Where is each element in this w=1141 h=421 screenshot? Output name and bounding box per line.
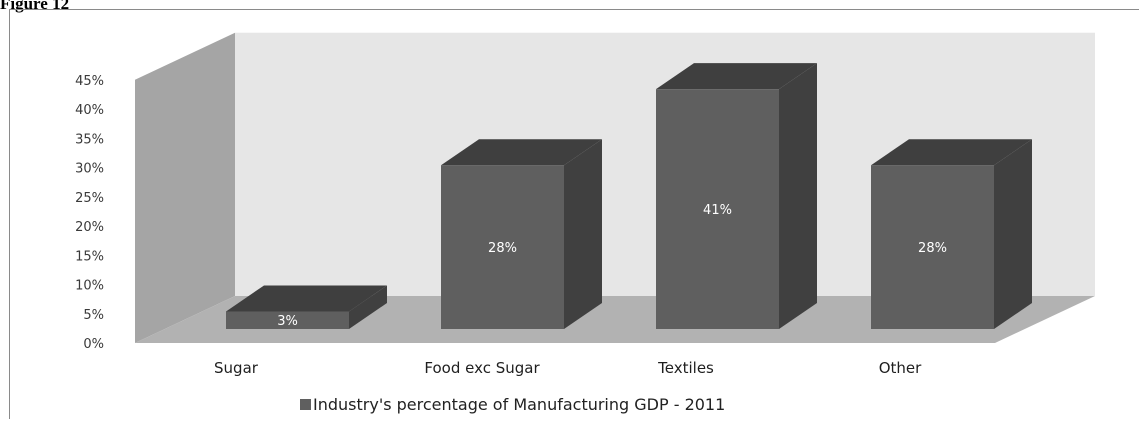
x-axis: Sugar Food exc Sugar Textiles Other: [214, 359, 922, 377]
bar-side: [349, 285, 387, 329]
x-tick-label: Food exc Sugar: [424, 359, 540, 377]
bar: 3%: [226, 285, 387, 329]
bar-front: [871, 165, 994, 329]
legend: Industry's percentage of Manufacturing G…: [300, 395, 725, 414]
x-tick-label: Other: [879, 359, 922, 377]
y-axis: 0% 5% 10% 15% 20% 25% 30% 35% 40% 45%: [75, 74, 104, 352]
y-tick-label: 5%: [83, 308, 104, 323]
bar: 41%: [656, 63, 817, 330]
legend-label: Industry's percentage of Manufacturing G…: [313, 395, 725, 414]
side-wall: [135, 32, 235, 343]
data-label: 28%: [488, 241, 517, 256]
bar-top: [656, 63, 817, 90]
y-tick-label: 10%: [75, 279, 104, 294]
bar-side: [779, 63, 817, 330]
chart-frame: [9, 9, 1139, 419]
y-tick-label: 35%: [75, 132, 104, 147]
bar-front: [441, 165, 564, 329]
data-label: 28%: [918, 241, 947, 256]
bar-side: [994, 139, 1032, 329]
bar: 28%: [441, 139, 602, 329]
y-tick-label: 0%: [83, 337, 104, 352]
bar-front: [656, 89, 779, 330]
bar-top: [871, 139, 1032, 166]
x-tick-label: Textiles: [657, 359, 714, 377]
bar-top: [441, 139, 602, 166]
legend-swatch: [300, 399, 311, 410]
y-tick-label: 40%: [75, 103, 104, 118]
data-label: 3%: [277, 314, 298, 329]
bar-side: [564, 139, 602, 329]
y-tick-label: 20%: [75, 220, 104, 235]
x-tick-label: Sugar: [214, 359, 259, 377]
y-tick-label: 45%: [75, 74, 104, 89]
bar: 28%: [871, 139, 1032, 329]
y-tick-label: 25%: [75, 191, 104, 206]
bar-front: [226, 311, 349, 329]
bar-top: [226, 285, 387, 312]
bars: 3% 28% 41% 28%: [226, 63, 1032, 329]
y-tick-label: 15%: [75, 249, 104, 264]
y-tick-label: 30%: [75, 162, 104, 177]
data-label: 41%: [703, 203, 732, 218]
